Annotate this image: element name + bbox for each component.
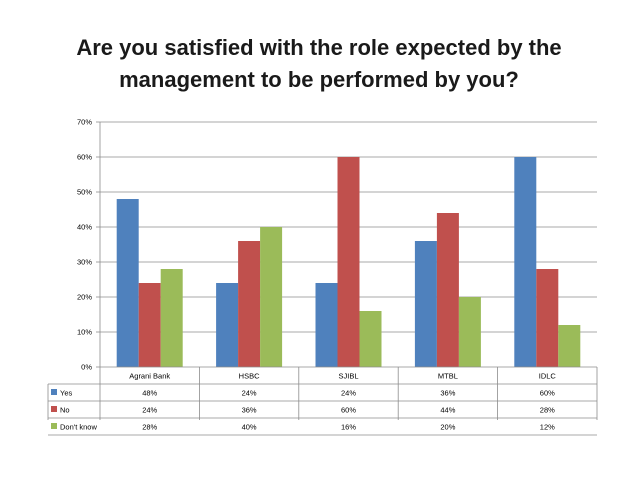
- bar: [458, 297, 481, 367]
- x-category-label: HSBC: [239, 372, 260, 381]
- legend-swatch: [51, 406, 57, 412]
- bar: [160, 269, 183, 367]
- y-tick-label: 20%: [77, 293, 92, 302]
- bar: [116, 199, 139, 367]
- data-label: 36%: [242, 406, 257, 415]
- bar: [514, 157, 537, 367]
- y-tick-label: 0%: [81, 363, 92, 372]
- legend-swatch: [51, 389, 57, 395]
- x-category-label: SJIBL: [338, 372, 358, 381]
- data-label: 28%: [142, 423, 157, 432]
- y-axis-ticks: 0% 10% 20% 30% 40% 50% 60% 70%: [77, 118, 100, 372]
- legend-label: No: [60, 406, 70, 415]
- y-tick-label: 60%: [77, 153, 92, 162]
- bars: [116, 157, 581, 367]
- bar: [436, 213, 459, 367]
- data-table: Agrani Bank HSBC SJIBL MTBL IDLC Yes 48% 24% 24%…: [47, 366, 598, 436]
- bar: [414, 241, 437, 367]
- legend-label: Don't know: [60, 423, 97, 432]
- data-label: 60%: [341, 406, 356, 415]
- data-label: 48%: [142, 389, 157, 398]
- data-label: 20%: [440, 423, 455, 432]
- chart-title-line-1: Are you satisfied with the role expected…: [76, 35, 562, 60]
- bar: [359, 311, 382, 367]
- y-tick-label: 70%: [77, 118, 92, 127]
- x-category-label: IDLC: [539, 372, 557, 381]
- chart-title: Are you satisfied with the role expected…: [0, 32, 638, 96]
- bar: [558, 325, 581, 367]
- bar: [315, 283, 338, 367]
- x-category-label: Agrani Bank: [129, 372, 170, 381]
- y-tick-label: 40%: [77, 223, 92, 232]
- bar: [536, 269, 559, 367]
- data-label: 28%: [540, 406, 555, 415]
- data-label: 60%: [540, 389, 555, 398]
- data-label: 24%: [341, 389, 356, 398]
- legend-swatch: [51, 423, 57, 429]
- bar: [337, 157, 360, 367]
- bar: [238, 241, 261, 367]
- y-tick-label: 50%: [77, 188, 92, 197]
- y-tick-label: 10%: [77, 328, 92, 337]
- bar: [216, 283, 239, 367]
- bar: [138, 283, 161, 367]
- bar: [260, 227, 283, 367]
- chart-title-line-2: management to be performed by you?: [119, 67, 519, 92]
- y-tick-label: 30%: [77, 258, 92, 267]
- x-category-label: MTBL: [438, 372, 458, 381]
- data-label: 16%: [341, 423, 356, 432]
- legend-label: Yes: [60, 389, 72, 398]
- data-label: 40%: [242, 423, 257, 432]
- data-label: 12%: [540, 423, 555, 432]
- data-label: 36%: [440, 389, 455, 398]
- data-label: 24%: [242, 389, 257, 398]
- data-label: 24%: [142, 406, 157, 415]
- data-label: 44%: [440, 406, 455, 415]
